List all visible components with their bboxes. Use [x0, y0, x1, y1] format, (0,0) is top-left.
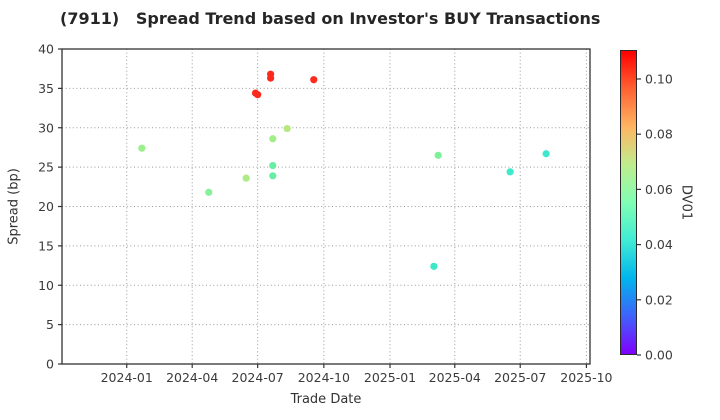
- scatter-point: [267, 74, 275, 82]
- x-tick-label: 2025-07: [494, 370, 546, 385]
- scatter-point: [269, 172, 277, 180]
- colorbar-tick-label: 0.04: [645, 237, 673, 252]
- scatter-point: [434, 151, 442, 159]
- scatter-point: [269, 135, 277, 143]
- x-tick-label: 2024-07: [232, 370, 284, 385]
- x-tick-label: 2025-10: [560, 370, 612, 385]
- y-tick-label: 25: [38, 160, 54, 175]
- x-tick-label: 2024-10: [298, 370, 350, 385]
- y-tick-label: 0: [46, 357, 54, 372]
- x-tick-label: 2025-01: [364, 370, 416, 385]
- x-tick-label: 2024-01: [101, 370, 153, 385]
- y-axis-label: Spread (bp): [6, 168, 22, 245]
- y-tick-label: 40: [38, 42, 54, 57]
- y-tick-label: 5: [46, 317, 54, 332]
- y-tick-label: 15: [38, 238, 54, 253]
- y-tick-label: 20: [38, 199, 54, 214]
- x-axis-label: Trade Date: [290, 392, 362, 407]
- y-tick-label: 10: [38, 278, 54, 293]
- scatter-point: [205, 188, 213, 196]
- scatter-point: [254, 91, 262, 99]
- x-tick-label: 2024-04: [166, 370, 218, 385]
- scatter-point: [310, 76, 318, 84]
- scatter-point: [506, 168, 514, 176]
- y-tick-label: 30: [38, 120, 54, 135]
- scatter-point: [283, 124, 291, 133]
- colorbar-tick-label: 0.02: [645, 292, 673, 307]
- colorbar-tick-label: 0.10: [645, 71, 673, 86]
- chart-title: (7911) Spread Trend based on Investor's …: [60, 9, 601, 28]
- scatter-point: [542, 150, 550, 158]
- colorbar-tick-label: 0.00: [645, 348, 673, 363]
- scatter-point: [269, 161, 277, 170]
- scatter-point: [138, 144, 146, 152]
- colorbar-label: DV01: [678, 184, 694, 221]
- colorbar-tick-label: 0.06: [645, 182, 673, 197]
- colorbar-tick-label: 0.08: [645, 127, 673, 142]
- scatter-point: [430, 262, 438, 270]
- scatter-point: [242, 174, 250, 182]
- colorbar-gradient: [620, 50, 637, 355]
- y-tick-label: 35: [38, 81, 54, 96]
- x-tick-label: 2025-04: [429, 370, 481, 385]
